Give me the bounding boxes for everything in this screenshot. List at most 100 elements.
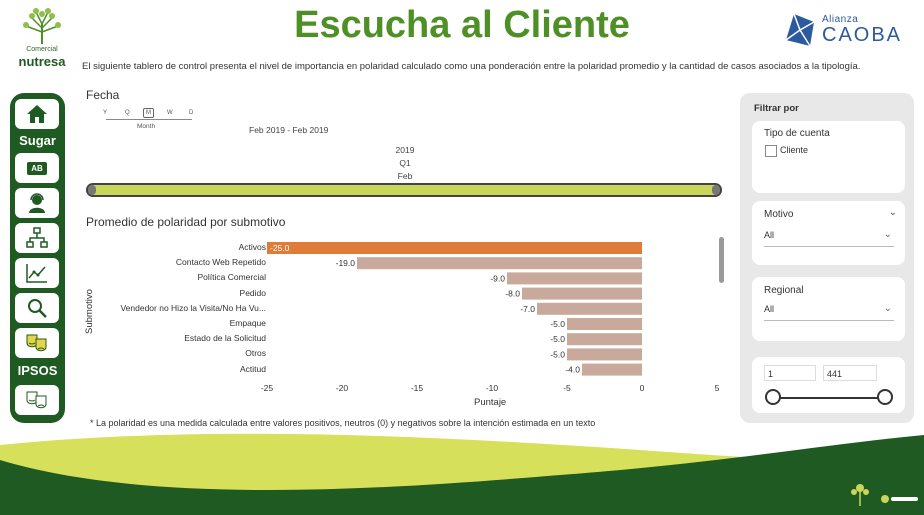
nutresa-wordmark-icon (881, 495, 918, 503)
value-label: -4.0 (565, 365, 580, 375)
category-label: Activos (238, 242, 266, 252)
bar-5[interactable] (567, 318, 642, 330)
logo-right-line1: Alianza (822, 14, 859, 25)
bar-1[interactable] (357, 257, 642, 270)
comercial-nutresa-logo: Comercial nutresa (12, 6, 72, 72)
date-slicer-title: Fecha (86, 88, 120, 102)
timeline-year: 2019 (395, 145, 415, 155)
user-support-icon (29, 193, 45, 213)
footnote: * La polaridad es una medida calculada e… (90, 418, 596, 428)
nav-search-button[interactable] (15, 293, 59, 323)
scale-week[interactable]: W (167, 110, 173, 116)
timeline-end-handle[interactable] (712, 185, 720, 195)
bar-2[interactable] (507, 272, 642, 285)
filter-panel-title: Filtrar por (754, 103, 799, 114)
chart-scrollbar[interactable] (719, 237, 724, 283)
range-max-input[interactable]: 441 (823, 365, 877, 381)
comercial-nutresa-footer-logo (880, 492, 920, 508)
x-tick-label: -10 (485, 383, 499, 393)
chart-x-axis-title: Puntaje (474, 397, 507, 408)
range-slider-track[interactable] (774, 397, 886, 399)
category-label: Pedido (239, 287, 266, 298)
x-tick-label: -20 (335, 383, 349, 393)
category-label: Empaque (229, 318, 266, 328)
regional-dropdown[interactable]: All ⌄ (764, 303, 894, 321)
logo-line2: nutresa (18, 54, 66, 69)
range-min-input[interactable]: 1 (764, 365, 816, 381)
chevron-down-icon: ⌄ (883, 229, 892, 240)
range-min-handle[interactable] (765, 389, 781, 405)
account-type-label: Tipo de cuenta (764, 128, 830, 139)
x-tick-label: -15 (410, 383, 424, 393)
account-type-card: Tipo de cuenta Cliente (752, 121, 905, 193)
category-label: Contacto Web Repetido (175, 257, 266, 268)
logo-right-line2: CAOBA (822, 24, 903, 46)
scale-selected-label: Month (137, 123, 156, 130)
tree-icon (23, 8, 61, 44)
category-label: Otros (245, 348, 266, 359)
bar-3[interactable] (522, 287, 642, 300)
x-tick-label: 5 (714, 383, 720, 393)
motivo-collapse-chevron-icon[interactable]: ⌄ (888, 207, 897, 218)
nav-support-button[interactable] (15, 188, 59, 218)
alianza-caoba-logo: Alianza CAOBA (784, 8, 904, 52)
page-title: Escucha al Cliente (294, 4, 630, 46)
motivo-card: Motivo ⌄ All ⌄ (752, 201, 905, 265)
scale-year[interactable]: Y (103, 110, 108, 116)
x-axis-ticks: -25 -20 -15 -10 -5 0 5 (261, 383, 720, 395)
search-icon (28, 299, 47, 318)
nav-ipsos-sentiment-button[interactable] (15, 385, 59, 415)
nav-ipsos-label: IPSOS (17, 363, 58, 378)
timeline-bar[interactable] (86, 183, 722, 197)
nav-sugar-label: Sugar (19, 133, 56, 148)
theater-masks-icon (26, 334, 47, 352)
range-slider-card: 1 441 (752, 357, 905, 413)
x-tick-label: -5 (563, 383, 571, 393)
bar-4[interactable] (537, 302, 642, 315)
filter-panel: Filtrar por Tipo de cuenta Cliente Motiv… (740, 93, 914, 423)
timeline-quarter: Q1 (399, 158, 411, 168)
category-label: Estado de la Solicitud (184, 333, 266, 344)
category-label: Política Comercial (197, 272, 267, 283)
nav-chart-button[interactable] (15, 258, 59, 288)
regional-card: Regional All ⌄ (752, 277, 905, 341)
value-label: -9.0 (490, 273, 505, 283)
date-range-text: Feb 2019 - Feb 2019 (249, 125, 329, 135)
category-label: Actitud (240, 363, 266, 374)
bar-6[interactable] (567, 333, 642, 346)
value-label: -5.0 (550, 334, 565, 344)
bar-8[interactable] (582, 363, 642, 376)
category-label: Vendedor no Hizo la Visita/No Ha Vu... (120, 302, 266, 313)
polarity-bar-chart: -25.0-19.0-9.0-8.0-7.0-5.0-5.0-5.0-4.0 (267, 242, 642, 376)
page-subtitle: El siguiente tablero de control presenta… (82, 61, 861, 72)
value-label: -19.0 (336, 258, 356, 268)
theater-masks-icon (26, 391, 47, 409)
scale-month-selected[interactable]: M (143, 108, 154, 118)
caoba-emblem-icon (785, 13, 815, 47)
scale-quarter[interactable]: Q (125, 110, 130, 116)
nav-hierarchy-button[interactable] (15, 223, 59, 253)
value-label: -5.0 (550, 349, 565, 359)
value-label: -5.0 (550, 319, 565, 329)
date-granularity-scale[interactable]: Y Q M W D Month (103, 108, 195, 132)
side-navigation: Sugar AB IPSOS (10, 93, 65, 423)
cliente-checkbox[interactable] (765, 145, 777, 157)
nav-sentiment-button[interactable] (15, 328, 59, 358)
bar-7[interactable] (567, 348, 642, 361)
chart-y-axis-title: Submotivo (84, 289, 95, 334)
line-chart-icon (26, 264, 47, 283)
nav-ab-button[interactable]: AB (15, 153, 59, 183)
bar-0[interactable] (267, 242, 642, 254)
motivo-dropdown[interactable]: All ⌄ (764, 229, 894, 247)
scale-day[interactable]: D (189, 110, 194, 116)
logo-line1: Comercial (26, 46, 58, 53)
timeline-start-handle[interactable] (88, 185, 96, 195)
regional-value: All (764, 304, 775, 314)
ab-icon: AB (27, 161, 47, 175)
motivo-label: Motivo (764, 209, 794, 220)
hierarchy-icon (26, 227, 48, 248)
value-label: -7.0 (520, 304, 535, 314)
tree-icon (851, 484, 869, 506)
range-max-handle[interactable] (877, 389, 893, 405)
nav-home-button[interactable] (15, 99, 59, 129)
